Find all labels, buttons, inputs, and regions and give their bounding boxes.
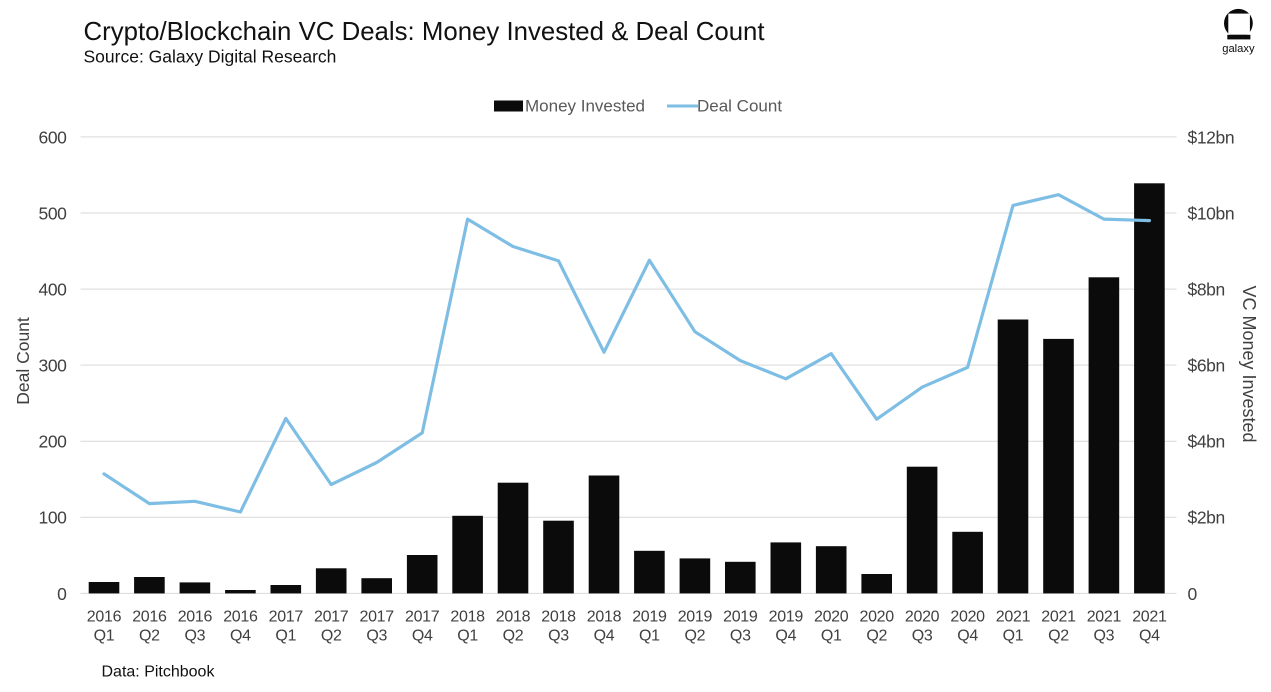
svg-text:2017: 2017 [269, 609, 304, 626]
svg-text:2016: 2016 [223, 609, 258, 626]
svg-text:Q2: Q2 [503, 628, 524, 645]
svg-text:Q3: Q3 [366, 628, 387, 645]
svg-text:2018: 2018 [541, 609, 576, 626]
svg-text:Q3: Q3 [730, 628, 751, 645]
svg-text:Q3: Q3 [548, 628, 569, 645]
svg-text:Q2: Q2 [321, 628, 342, 645]
svg-text:2017: 2017 [314, 609, 349, 626]
svg-text:Deal Count: Deal Count [697, 97, 782, 116]
svg-text:2021: 2021 [1132, 609, 1167, 626]
svg-text:Q3: Q3 [912, 628, 933, 645]
svg-text:Q1: Q1 [457, 628, 478, 645]
svg-text:2020: 2020 [859, 609, 894, 626]
svg-text:2019: 2019 [678, 609, 713, 626]
svg-text:Q4: Q4 [775, 628, 796, 645]
svg-text:2019: 2019 [723, 609, 758, 626]
svg-text:Q1: Q1 [821, 628, 842, 645]
svg-text:Crypto/Blockchain VC Deals: Mo: Crypto/Blockchain VC Deals: Money Invest… [84, 18, 765, 46]
svg-text:Money Invested: Money Invested [525, 97, 645, 116]
svg-text:$4bn: $4bn [1188, 432, 1225, 452]
svg-text:Q3: Q3 [185, 628, 206, 645]
svg-text:Data: Pitchbook: Data: Pitchbook [102, 664, 216, 681]
svg-text:2020: 2020 [905, 609, 940, 626]
svg-text:300: 300 [39, 356, 68, 376]
svg-text:VC Money Invested: VC Money Invested [1239, 285, 1259, 442]
svg-text:2020: 2020 [950, 609, 985, 626]
svg-text:galaxy: galaxy [1222, 43, 1255, 55]
svg-text:Q1: Q1 [94, 628, 115, 645]
svg-text:2016: 2016 [132, 609, 167, 626]
svg-text:500: 500 [39, 203, 68, 223]
svg-text:Q1: Q1 [1003, 628, 1024, 645]
svg-text:2021: 2021 [1041, 609, 1076, 626]
svg-text:600: 600 [39, 127, 68, 147]
svg-text:$12bn: $12bn [1188, 127, 1235, 147]
svg-text:2018: 2018 [587, 609, 622, 626]
svg-text:Q4: Q4 [412, 628, 433, 645]
svg-text:2021: 2021 [996, 609, 1031, 626]
svg-text:Q2: Q2 [1048, 628, 1069, 645]
svg-text:$8bn: $8bn [1188, 280, 1225, 300]
svg-text:Q4: Q4 [1139, 628, 1160, 645]
svg-text:Q2: Q2 [139, 628, 160, 645]
svg-text:0: 0 [1188, 584, 1198, 604]
svg-text:Q1: Q1 [275, 628, 296, 645]
svg-text:Q4: Q4 [957, 628, 978, 645]
svg-text:0: 0 [57, 584, 67, 604]
svg-text:2019: 2019 [632, 609, 667, 626]
svg-text:2018: 2018 [496, 609, 531, 626]
svg-text:2016: 2016 [178, 609, 213, 626]
svg-text:2016: 2016 [87, 609, 122, 626]
svg-text:2019: 2019 [769, 609, 804, 626]
svg-text:Q4: Q4 [230, 628, 251, 645]
svg-text:Deal Count: Deal Count [13, 317, 33, 405]
svg-text:Q3: Q3 [1094, 628, 1115, 645]
svg-text:400: 400 [39, 280, 68, 300]
svg-text:Q1: Q1 [639, 628, 660, 645]
svg-text:$6bn: $6bn [1188, 356, 1225, 376]
svg-text:2018: 2018 [450, 609, 485, 626]
svg-text:Q2: Q2 [685, 628, 706, 645]
svg-text:$10bn: $10bn [1188, 203, 1235, 223]
svg-text:Source: Galaxy Digital Researc: Source: Galaxy Digital Research [84, 47, 337, 67]
svg-text:2021: 2021 [1087, 609, 1122, 626]
svg-text:Q2: Q2 [866, 628, 887, 645]
svg-text:100: 100 [39, 508, 68, 528]
svg-text:2020: 2020 [814, 609, 849, 626]
svg-text:2017: 2017 [359, 609, 394, 626]
svg-text:200: 200 [39, 432, 68, 452]
svg-text:$2bn: $2bn [1188, 508, 1225, 528]
svg-text:2017: 2017 [405, 609, 440, 626]
svg-text:Q4: Q4 [594, 628, 615, 645]
